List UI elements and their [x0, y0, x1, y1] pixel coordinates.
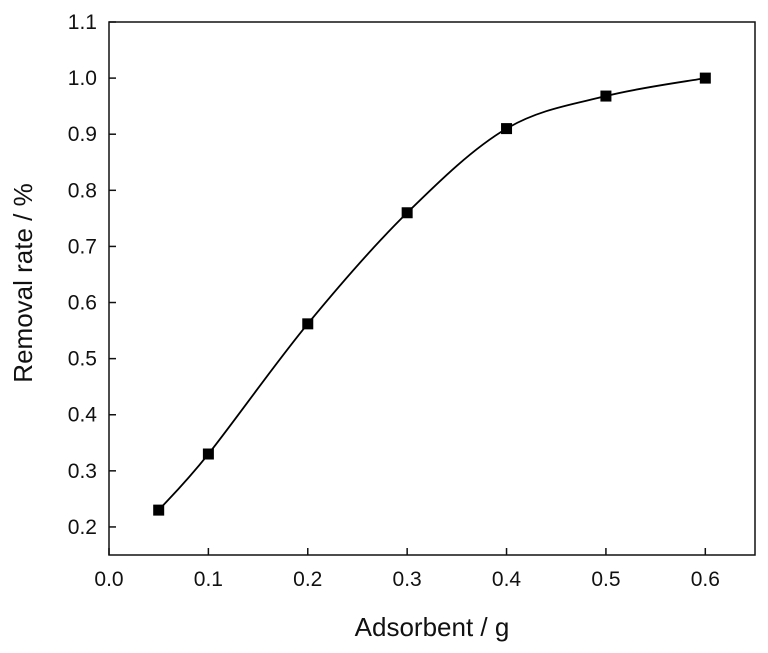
y-tick-label: 0.4 — [68, 404, 98, 427]
data-point — [401, 207, 413, 219]
data-point — [699, 72, 711, 84]
y-tick-label: 0.8 — [68, 179, 97, 202]
data-point — [501, 123, 513, 135]
data-point — [600, 90, 612, 102]
y-tick-label: 0.6 — [68, 292, 97, 315]
fit-line — [158, 77, 706, 511]
x-axis-title: Adsorbent / g — [355, 612, 510, 642]
y-tick-label: 0.5 — [68, 348, 97, 371]
x-tick-label: 0.3 — [393, 568, 422, 591]
y-tick-label: 1.0 — [68, 67, 97, 90]
fit-curve — [158, 77, 706, 511]
x-tick-label: 0.5 — [591, 568, 620, 591]
x-tick-label: 0.4 — [492, 568, 522, 591]
y-tick-label: 0.7 — [68, 235, 97, 258]
x-tick-label: 0.6 — [691, 568, 720, 591]
y-tick-label: 0.2 — [68, 516, 97, 539]
y-tick-label: 0.9 — [68, 123, 97, 146]
data-point — [153, 504, 165, 516]
data-points — [153, 72, 711, 516]
data-point — [302, 318, 314, 330]
y-axis-title: Removal rate / % — [8, 183, 38, 382]
x-tick-label: 0.1 — [194, 568, 223, 591]
plot-frame — [108, 21, 756, 556]
y-tick-label: 1.1 — [68, 11, 97, 34]
y-tick-label: 0.3 — [68, 460, 97, 483]
x-tick-label: 0.2 — [293, 568, 322, 591]
x-tick-label: 0.0 — [94, 568, 123, 591]
data-point — [202, 448, 214, 460]
axis-ticks: 0.0 0.1 0.2 0.3 0.4 0.5 0.6 0.2 0.3 0.4 0.5 0.6 0.7 0… — [68, 11, 720, 591]
